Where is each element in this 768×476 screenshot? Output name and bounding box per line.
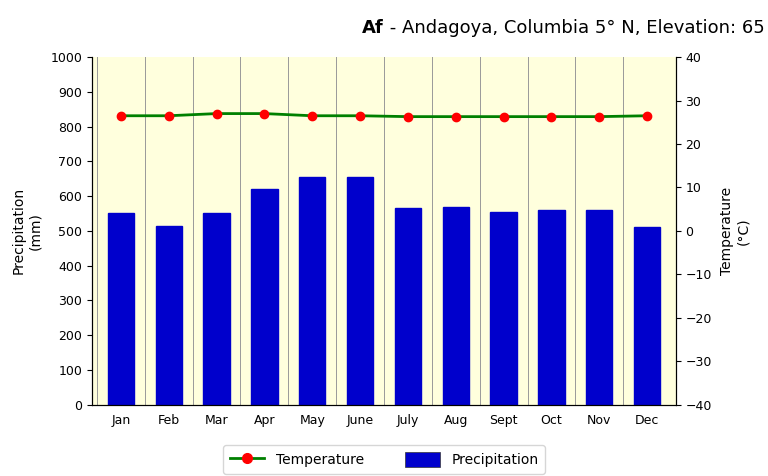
Bar xyxy=(347,177,373,405)
Bar xyxy=(491,212,517,405)
Bar xyxy=(156,226,182,405)
Bar xyxy=(204,213,230,405)
Y-axis label: Temperature
(°C): Temperature (°C) xyxy=(720,187,750,275)
Bar xyxy=(634,228,660,405)
Legend: Temperature, Precipitation: Temperature, Precipitation xyxy=(223,446,545,474)
Bar xyxy=(538,210,564,405)
Bar xyxy=(442,207,469,405)
Bar xyxy=(586,210,612,405)
Bar xyxy=(108,213,134,405)
Bar xyxy=(251,189,277,405)
Text: - Andagoya, Columbia 5° N, Elevation: 65 m (213 ft): - Andagoya, Columbia 5° N, Elevation: 65… xyxy=(384,19,768,37)
Text: Af: Af xyxy=(362,19,384,37)
Bar xyxy=(299,177,326,405)
Y-axis label: Precipitation
(mm): Precipitation (mm) xyxy=(12,187,42,275)
Bar xyxy=(395,208,421,405)
